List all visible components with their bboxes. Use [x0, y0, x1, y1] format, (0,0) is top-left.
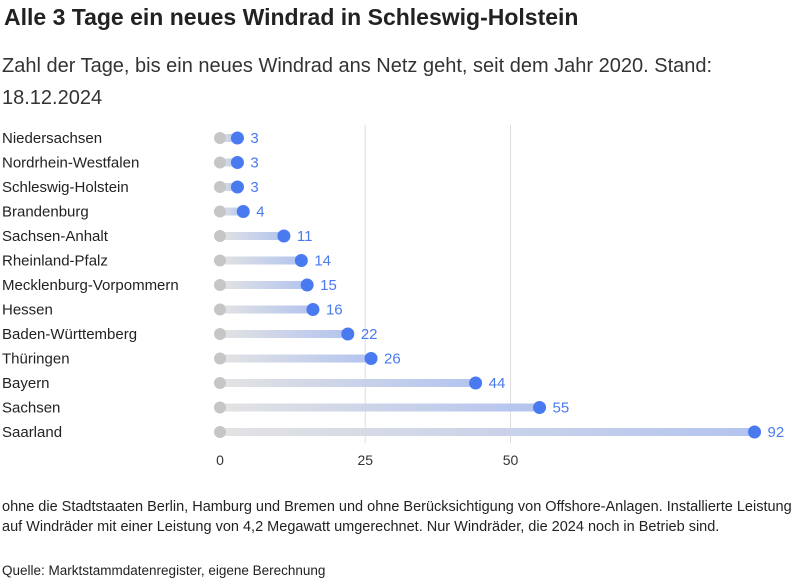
value-label: 3: [250, 179, 258, 196]
value-dot: [230, 180, 244, 194]
category-label: Saarland: [2, 424, 62, 441]
start-dot: [214, 132, 226, 144]
start-dot: [214, 426, 226, 438]
category-label: Bayern: [2, 375, 50, 392]
value-dot: [748, 425, 762, 439]
chart-note: ohne die Stadtstaaten Berlin, Hamburg un…: [2, 499, 792, 535]
category-label: Brandenburg: [2, 204, 89, 221]
chart-title: Alle 3 Tage ein neues Windrad in Schlesw…: [4, 4, 579, 30]
start-dot: [214, 181, 226, 193]
value-label: 3: [250, 155, 258, 172]
category-label: Mecklenburg-Vorpommern: [2, 277, 179, 294]
bar-track: [220, 158, 238, 167]
start-dot: [214, 352, 226, 365]
category-label: Sachsen: [2, 400, 60, 417]
start-dot: [214, 156, 226, 169]
bar-track: [220, 403, 540, 412]
value-label: 92: [768, 424, 785, 441]
value-label: 44: [489, 375, 506, 392]
bar-track: [220, 281, 308, 289]
bar-track: [220, 232, 284, 240]
start-dot: [214, 401, 226, 414]
start-dot: [214, 377, 226, 389]
value-dot: [469, 376, 483, 390]
category-label: Niedersachsen: [2, 130, 102, 147]
value-label: 14: [314, 253, 331, 270]
chart-subtitle: Zahl der Tage, bis ein neues Windrad ans…: [2, 55, 713, 109]
value-dot: [364, 352, 378, 365]
value-dot: [236, 205, 250, 218]
value-dot: [294, 254, 308, 267]
value-label: 22: [361, 326, 378, 343]
category-label: Baden-Württemberg: [2, 326, 137, 343]
value-dot: [300, 278, 314, 292]
bar-track: [220, 354, 372, 363]
bar-track: [220, 379, 476, 387]
x-tick-label: 0: [216, 452, 224, 468]
value-dot: [277, 229, 291, 243]
chart-source: Quelle: Marktstammdatenregister, eigene …: [2, 563, 326, 578]
start-dot: [214, 303, 226, 316]
bar-track: [220, 305, 313, 314]
category-label: Thüringen: [2, 351, 70, 368]
start-dot: [214, 230, 226, 242]
value-label: 11: [297, 228, 313, 245]
category-label: Hessen: [2, 302, 53, 319]
start-dot: [214, 254, 226, 267]
start-dot: [214, 279, 226, 291]
x-tick-label: 25: [357, 452, 373, 468]
value-dot: [230, 131, 244, 145]
category-label: Schleswig-Holstein: [2, 179, 129, 196]
bar-track: [220, 183, 238, 191]
category-label: Nordrhein-Westfalen: [2, 155, 139, 172]
bar-track: [220, 134, 238, 142]
value-label: 16: [326, 302, 343, 319]
bar-track: [220, 330, 348, 338]
value-dot: [341, 327, 355, 341]
bar-track: [220, 428, 755, 436]
start-dot: [214, 328, 226, 340]
value-dot: [230, 156, 244, 169]
value-label: 15: [320, 277, 337, 294]
value-label: 4: [256, 204, 264, 221]
value-label: 55: [553, 400, 570, 417]
category-label: Sachsen-Anhalt: [2, 228, 109, 245]
bar-track: [220, 256, 302, 265]
x-tick-label: 50: [503, 452, 519, 468]
bar-track: [220, 207, 244, 216]
value-dot: [533, 401, 547, 414]
start-dot: [214, 205, 226, 218]
category-label: Rheinland-Pfalz: [2, 253, 108, 270]
value-label: 26: [384, 351, 401, 368]
dot-plot: 0 25 50 Niedersachsen 3 Nordrhein-Westfalen 3 S…: [2, 125, 785, 468]
value-label: 3: [250, 130, 258, 147]
value-dot: [306, 303, 320, 316]
